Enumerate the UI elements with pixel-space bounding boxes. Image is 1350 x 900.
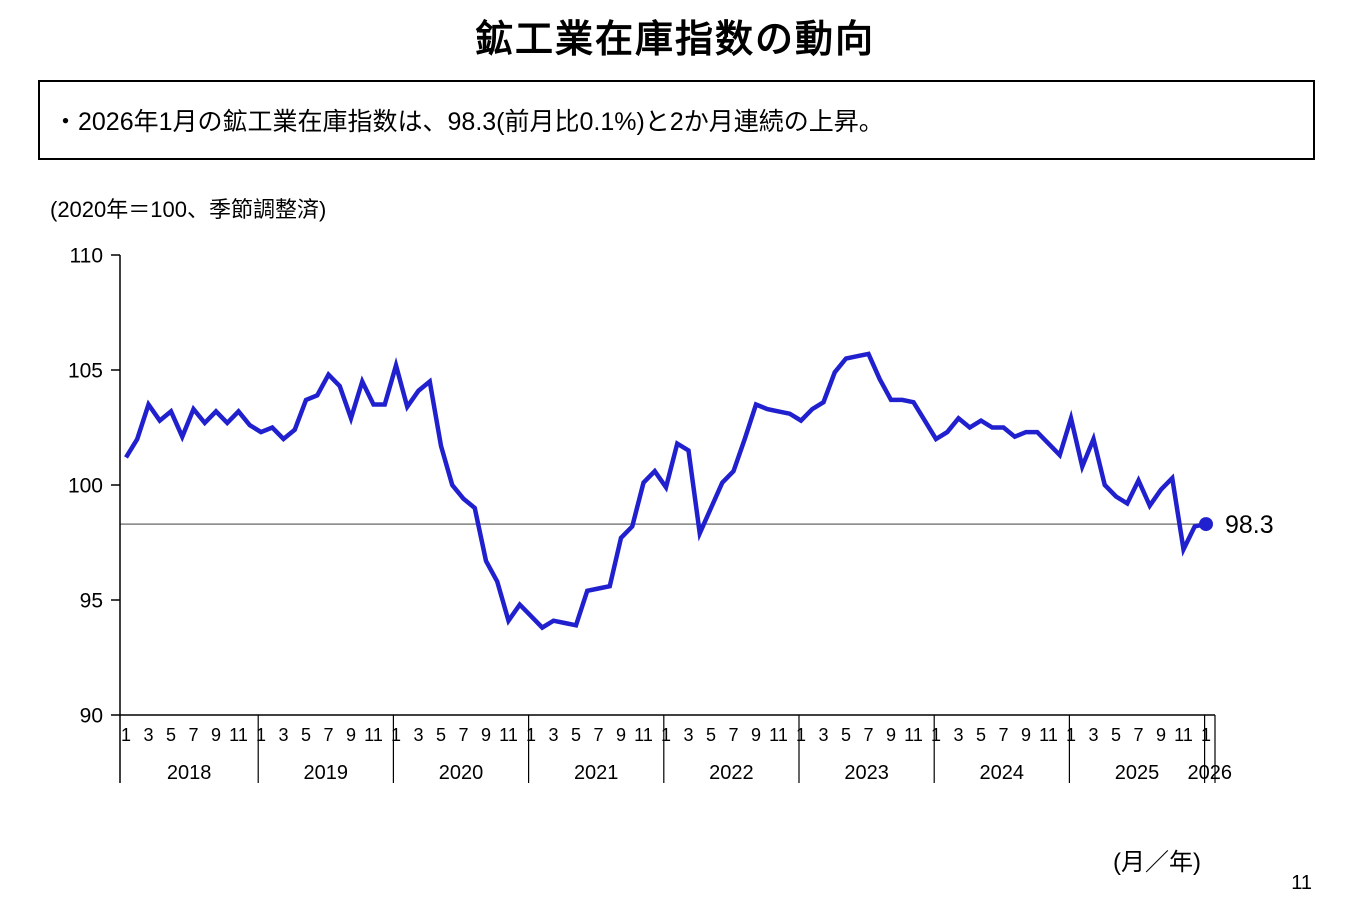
- page-title: 鉱工業在庫指数の動向: [474, 19, 875, 61]
- x-axis-unit-label: (月／年): [1113, 849, 1201, 876]
- y-tick-label: 105: [68, 360, 103, 383]
- month-label: 9: [481, 725, 491, 745]
- year-label: 2019: [304, 762, 349, 784]
- year-separators: [257, 715, 1206, 783]
- month-label: 9: [211, 725, 221, 745]
- month-label: 5: [571, 725, 581, 745]
- last-point-marker: [1199, 517, 1213, 532]
- month-label: 7: [998, 725, 1008, 745]
- month-label: 7: [593, 725, 603, 745]
- month-label: 1: [121, 725, 131, 745]
- month-label: 5: [166, 725, 176, 745]
- y-tick-label: 95: [80, 590, 103, 613]
- year-label: 2024: [980, 762, 1025, 784]
- month-label: 11: [1174, 725, 1193, 745]
- month-label: 9: [1021, 725, 1031, 745]
- month-label: 9: [886, 725, 896, 745]
- month-label: 3: [683, 725, 693, 745]
- month-label: 11: [1039, 725, 1058, 745]
- year-labels: 2018 2019 2020 2021 2022 2023 2024 2025 2026: [167, 762, 1232, 784]
- month-label: 7: [728, 725, 738, 745]
- summary-note-box: ・2026年1月の鉱工業在庫指数は、98.3(前月比0.1%)と2か月連続の上昇…: [38, 80, 1315, 160]
- month-label: 3: [953, 725, 963, 745]
- month-label: 3: [818, 725, 828, 745]
- month-label: 7: [1133, 725, 1143, 745]
- month-label: 1: [256, 725, 266, 745]
- month-label: 1: [931, 725, 941, 745]
- month-label: 7: [188, 725, 198, 745]
- month-label: 9: [616, 725, 626, 745]
- month-label: 3: [143, 725, 153, 745]
- month-label: 11: [769, 725, 788, 745]
- year-label: 2022: [709, 762, 754, 784]
- month-label: 11: [499, 725, 518, 745]
- month-label: 1: [391, 725, 401, 745]
- month-label: 3: [278, 725, 288, 745]
- month-label: 1: [661, 725, 671, 745]
- month-label: 7: [863, 725, 873, 745]
- year-label: 2026: [1188, 762, 1233, 784]
- year-label: 2025: [1115, 762, 1160, 784]
- month-label: 3: [413, 725, 423, 745]
- y-axis-ticks: [111, 254, 120, 716]
- month-label: 1: [1201, 725, 1211, 745]
- month-label: 9: [346, 725, 356, 745]
- month-label: 1: [796, 725, 806, 745]
- month-label: 5: [841, 725, 851, 745]
- month-label: 7: [323, 725, 333, 745]
- year-label: 2018: [167, 762, 212, 784]
- y-tick-label: 100: [68, 475, 103, 498]
- month-label: 7: [458, 725, 468, 745]
- month-label: 9: [1156, 725, 1166, 745]
- month-label: 3: [548, 725, 558, 745]
- month-label: 5: [706, 725, 716, 745]
- page-number: 11: [1291, 872, 1312, 894]
- month-label: 5: [1111, 725, 1121, 745]
- y-axis-labels: 110 105 100 95 90: [68, 245, 103, 728]
- month-label: 11: [229, 725, 248, 745]
- y-tick-label: 110: [70, 245, 103, 268]
- axis-unit-note: (2020年＝100、季節調整済): [50, 197, 327, 222]
- month-label: 11: [364, 725, 383, 745]
- month-label: 5: [976, 725, 986, 745]
- month-label: 1: [526, 725, 536, 745]
- year-label: 2023: [844, 762, 889, 784]
- year-label: 2021: [574, 762, 619, 784]
- series-line: [124, 351, 1207, 631]
- last-value-label: 98.3: [1225, 511, 1274, 539]
- month-label: 11: [634, 725, 653, 745]
- year-label: 2020: [439, 762, 484, 784]
- summary-note-text: ・2026年1月の鉱工業在庫指数は、98.3(前月比0.1%)と2か月連続の上昇…: [53, 108, 884, 136]
- month-label: 1: [1066, 725, 1076, 745]
- y-tick-label: 90: [80, 705, 103, 728]
- month-tick-labels: 1 3 5 7 9 11 1 3 5 7 9 11 1 3 5 7 9 11 1 3 5 7 9 11 1 3 5 7 9 11 1 3 5 7 9…: [121, 725, 1211, 745]
- month-label: 9: [751, 725, 761, 745]
- month-label: 11: [904, 725, 923, 745]
- month-label: 5: [301, 725, 311, 745]
- month-label: 3: [1088, 725, 1098, 745]
- month-label: 5: [436, 725, 446, 745]
